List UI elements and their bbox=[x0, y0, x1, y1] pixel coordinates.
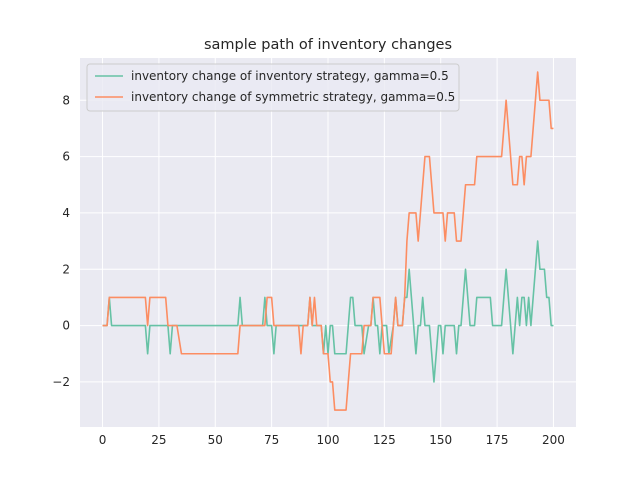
legend: inventory change of inventory strategy, … bbox=[86, 63, 460, 112]
y-axis: −2 0 2 4 6 8 bbox=[52, 93, 70, 389]
y-tick-label: 0 bbox=[62, 319, 70, 333]
x-axis: 0 25 50 75 100 125 150 175 200 bbox=[99, 433, 565, 447]
legend-label: inventory change of inventory strategy, … bbox=[131, 69, 449, 83]
x-tick-label: 25 bbox=[151, 433, 166, 447]
x-tick-label: 100 bbox=[317, 433, 340, 447]
y-tick-label: 2 bbox=[62, 262, 70, 276]
series-lines bbox=[102, 71, 554, 411]
x-tick-label: 175 bbox=[486, 433, 509, 447]
legend-label: inventory change of symmetric strategy, … bbox=[131, 90, 455, 104]
x-tick-label: 125 bbox=[373, 433, 396, 447]
x-tick-label: 150 bbox=[429, 433, 452, 447]
series-line-2 bbox=[102, 71, 554, 411]
y-tick-label: 8 bbox=[62, 93, 70, 107]
y-tick-label: 4 bbox=[62, 206, 70, 220]
y-tick-label: −2 bbox=[52, 375, 70, 389]
x-tick-label: 200 bbox=[542, 433, 565, 447]
legend-box bbox=[86, 63, 460, 112]
chart-title: sample path of inventory changes bbox=[204, 37, 452, 53]
x-tick-label: 0 bbox=[99, 433, 107, 447]
series-line-1 bbox=[102, 240, 554, 383]
x-tick-label: 75 bbox=[264, 433, 279, 447]
y-tick-label: 6 bbox=[62, 150, 70, 164]
x-tick-label: 50 bbox=[208, 433, 223, 447]
